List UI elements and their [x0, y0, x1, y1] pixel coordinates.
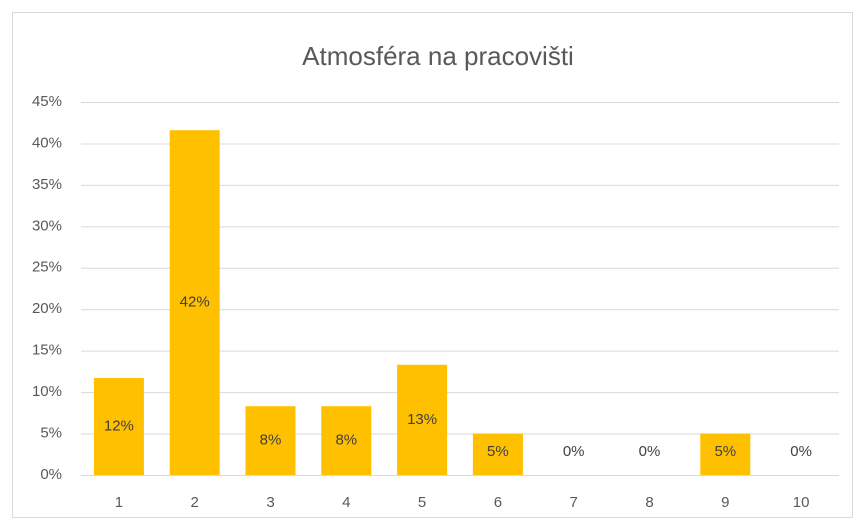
data-label: 5% — [714, 443, 736, 460]
bar — [93, 378, 144, 475]
y-tick-label: 45% — [32, 93, 62, 110]
bar — [245, 406, 296, 475]
y-tick-label: 25% — [32, 259, 62, 276]
y-tick-label: 30% — [32, 217, 62, 234]
x-tick-label: 10 — [793, 494, 810, 511]
y-tick-label: 10% — [32, 383, 62, 400]
x-tick-label: 1 — [115, 494, 123, 511]
x-tick-label: 4 — [342, 494, 350, 511]
data-label: 13% — [407, 411, 437, 428]
x-tick-label: 5 — [418, 494, 426, 511]
y-tick-label: 40% — [32, 134, 62, 151]
x-tick-label: 6 — [494, 494, 502, 511]
data-label: 8% — [335, 432, 357, 449]
bar — [472, 433, 523, 475]
y-tick-label: 15% — [32, 342, 62, 359]
x-tick-label: 7 — [570, 494, 578, 511]
y-tick-label: 20% — [32, 300, 62, 317]
x-tick-label: 2 — [191, 494, 199, 511]
x-tick-label: 3 — [266, 494, 274, 511]
y-tick-label: 35% — [32, 176, 62, 193]
y-tick-label: 0% — [40, 466, 62, 483]
bar — [700, 433, 751, 475]
data-label: 5% — [487, 443, 509, 460]
chart-title: Atmosféra na pracovišti — [302, 41, 574, 71]
bar — [397, 364, 448, 475]
data-label: 0% — [563, 443, 585, 460]
data-label: 8% — [260, 432, 282, 449]
x-tick-label: 8 — [645, 494, 653, 511]
bar — [169, 130, 220, 475]
data-label: 12% — [104, 417, 134, 434]
data-label: 42% — [180, 294, 210, 311]
bar — [321, 406, 372, 475]
y-tick-label: 5% — [40, 425, 62, 442]
x-tick-label: 9 — [721, 494, 729, 511]
data-label: 0% — [639, 443, 661, 460]
data-label: 0% — [790, 443, 812, 460]
